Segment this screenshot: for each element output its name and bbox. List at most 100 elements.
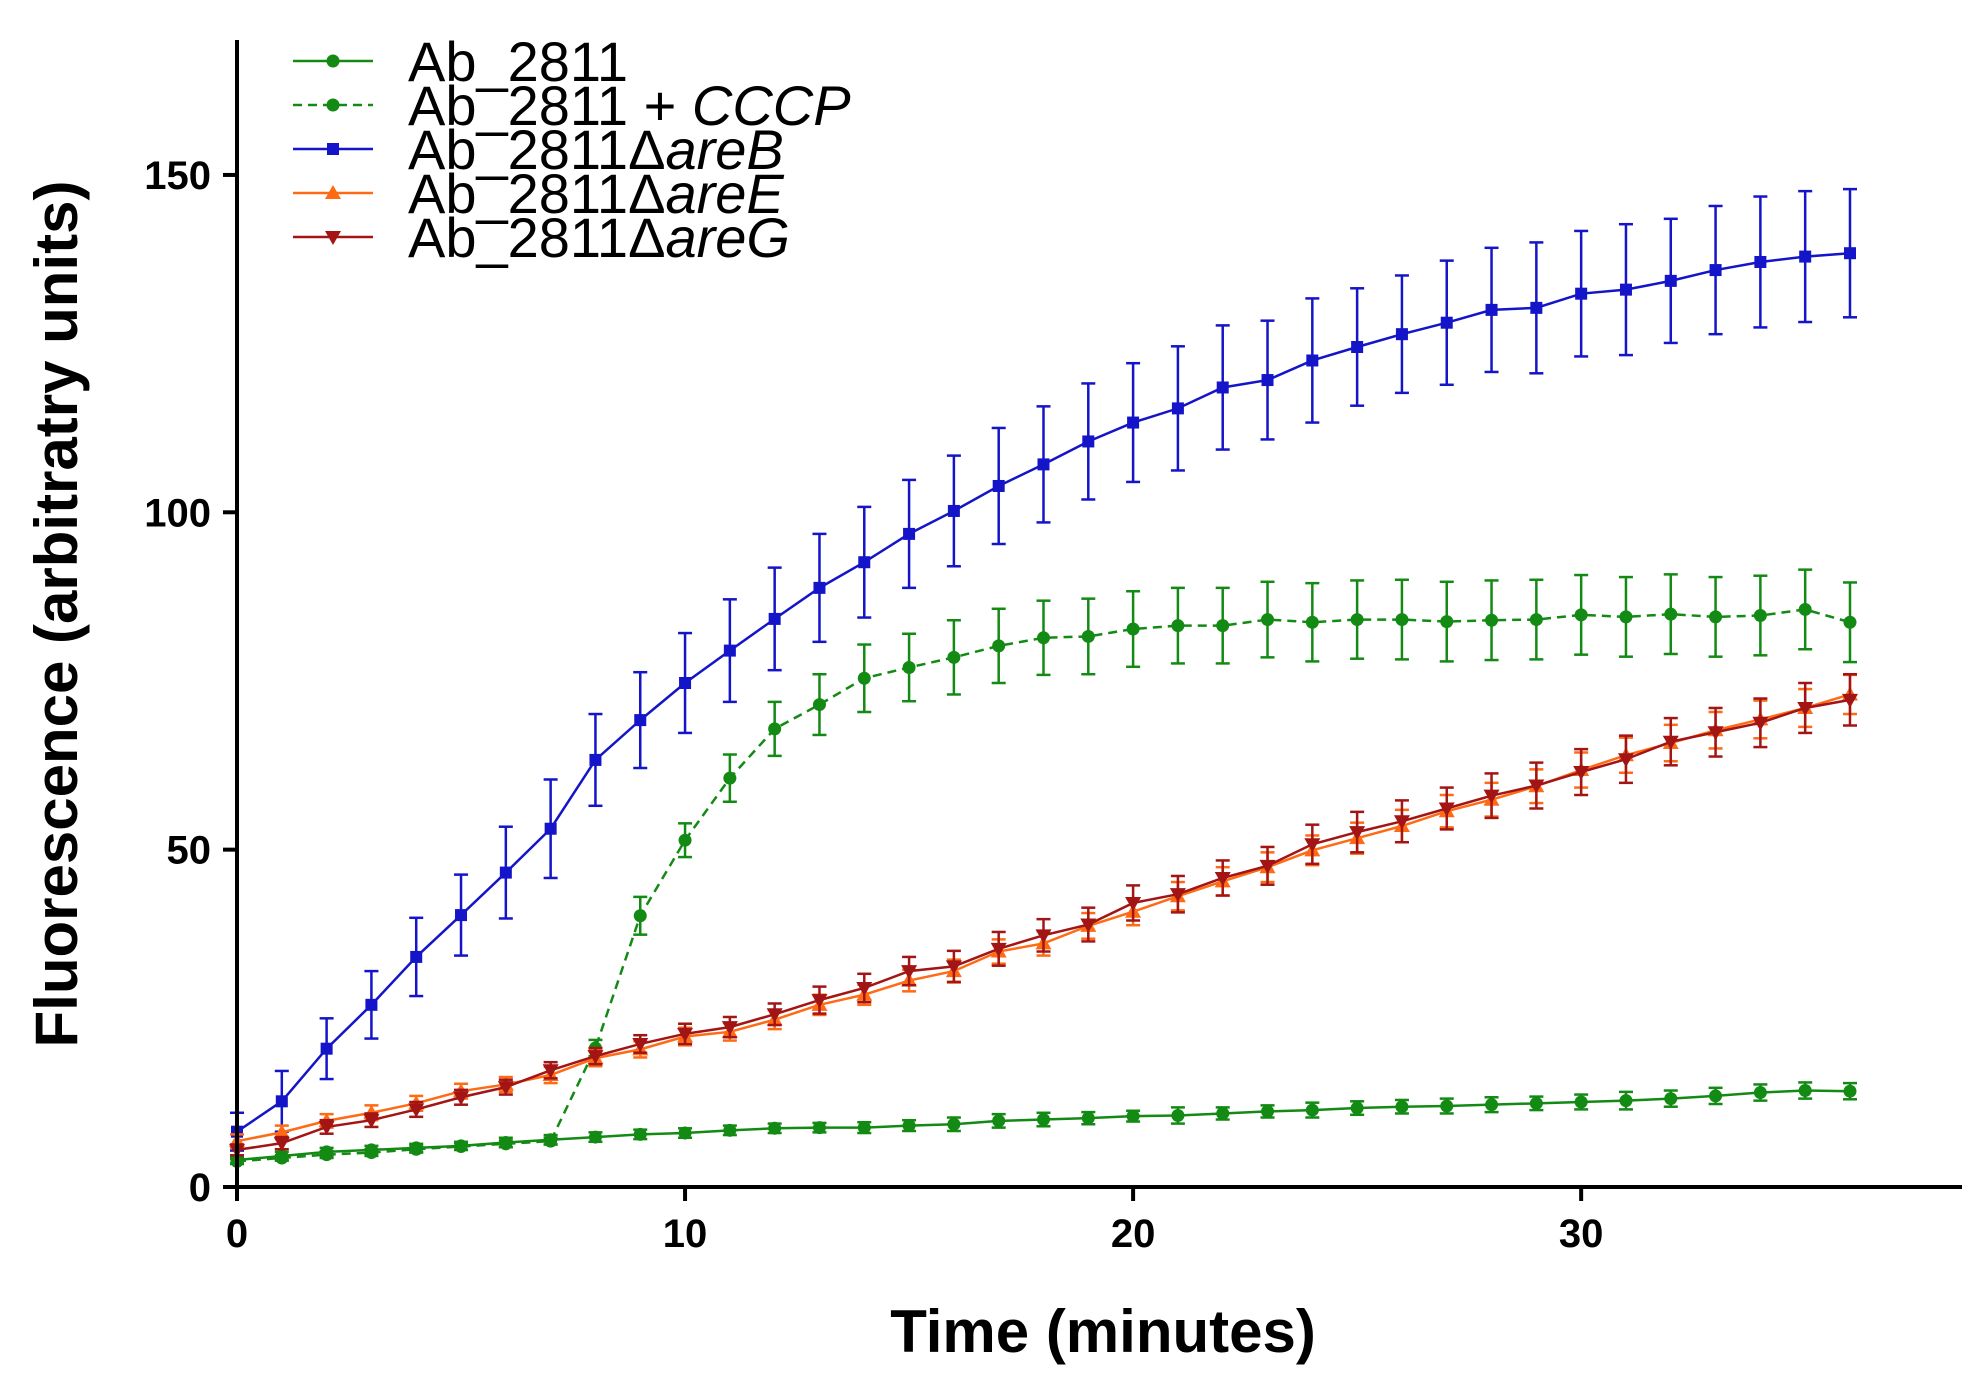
data-point: [364, 1146, 378, 1160]
data-point: [723, 1123, 737, 1137]
data-point: [901, 965, 918, 980]
data-point: [1485, 613, 1499, 627]
data-point: [812, 1121, 826, 1135]
data-point: [1619, 610, 1633, 624]
y-axis-title: Fluorescence (arbitratry units): [23, 181, 90, 1048]
data-point: [497, 1081, 514, 1096]
data-point: [1304, 838, 1321, 853]
y-tick-label-100: 100: [144, 491, 211, 535]
data-point: [812, 698, 826, 712]
data-point: [856, 981, 873, 996]
series-1: [230, 568, 1857, 1168]
data-point: [544, 822, 557, 835]
data-point: [857, 671, 871, 685]
data-point: [1530, 301, 1543, 314]
data-point: [587, 1050, 604, 1065]
legend-item-3: Ab_2811ΔareE: [293, 162, 784, 225]
data-point: [318, 1120, 335, 1135]
data-point: [723, 644, 736, 657]
legend-label: Ab_2811: [408, 30, 628, 93]
data-point: [1483, 789, 1500, 804]
x-tick-label-0: 0: [226, 1212, 248, 1256]
data-point: [1350, 613, 1364, 627]
legend-label: Ab_2811ΔareG: [408, 206, 790, 269]
data-point: [768, 722, 782, 736]
data-point: [1035, 929, 1052, 944]
data-point: [1395, 328, 1408, 341]
data-point: [903, 527, 916, 540]
y-tick-label-0: 0: [189, 1166, 211, 1210]
data-point: [857, 1121, 871, 1135]
data-point: [1440, 1099, 1454, 1113]
data-point: [1662, 735, 1679, 750]
data-point: [633, 909, 647, 923]
x-tick-label-20: 20: [1111, 1212, 1156, 1256]
data-point: [1082, 435, 1095, 448]
data-point: [811, 994, 828, 1009]
data-point: [1485, 1098, 1499, 1112]
data-point: [1127, 416, 1140, 429]
data-point: [1081, 1111, 1095, 1125]
legend-marker: [327, 143, 339, 155]
data-point: [1664, 274, 1677, 287]
legend-item-0: Ab_2811: [293, 30, 628, 93]
data-point: [902, 1119, 916, 1133]
data-point: [275, 1151, 289, 1165]
data-point: [1216, 1106, 1230, 1120]
data-point: [273, 1124, 290, 1139]
data-point: [1574, 1095, 1588, 1109]
data-point: [1305, 615, 1319, 629]
data-point: [1216, 619, 1230, 633]
data-point: [320, 1042, 333, 1055]
data-point: [1126, 1109, 1140, 1123]
legend-label: Ab_2811ΔareB: [408, 118, 784, 181]
data-point: [1214, 871, 1231, 886]
data-point: [768, 612, 781, 625]
data-point: [1485, 303, 1498, 316]
data-point: [679, 676, 692, 689]
data-point: [1306, 354, 1319, 367]
data-point: [1709, 610, 1723, 624]
data-point: [1707, 726, 1724, 741]
data-point: [275, 1095, 288, 1108]
data-point: [1617, 753, 1634, 768]
data-point: [634, 714, 647, 727]
data-point: [409, 1142, 423, 1156]
data-point: [1709, 1089, 1723, 1103]
y-tick-label-50: 50: [167, 829, 212, 873]
data-point: [1080, 918, 1097, 933]
data-point: [1752, 716, 1769, 731]
data-point: [542, 1064, 559, 1079]
data-point: [365, 998, 378, 1011]
legend-item-4: Ab_2811ΔareG: [293, 206, 790, 269]
data-point: [455, 909, 468, 922]
data-point: [499, 1137, 513, 1151]
data-point: [947, 1117, 961, 1131]
data-point: [1798, 602, 1812, 616]
data-point: [1529, 1096, 1543, 1110]
legend-label: Ab_2811ΔareE: [408, 162, 784, 225]
data-point: [947, 650, 961, 664]
data-point: [1350, 1101, 1364, 1115]
data-point: [1573, 766, 1590, 781]
data-point: [1664, 607, 1678, 621]
legend-marker: [325, 231, 341, 245]
legend-marker: [326, 54, 340, 68]
data-point: [1171, 402, 1184, 415]
data-point: [1216, 381, 1229, 394]
data-point: [992, 639, 1006, 653]
data-point: [408, 1103, 425, 1118]
data-point: [1575, 287, 1588, 300]
legend-label-prefix: Ab_2811: [408, 30, 628, 93]
data-point: [1797, 701, 1814, 716]
data-point: [588, 1130, 602, 1144]
data-point: [1619, 283, 1632, 296]
data-point: [678, 1126, 692, 1140]
legend-label-prefix: Ab_2811Δ: [408, 162, 665, 225]
data-point: [1305, 1103, 1319, 1117]
data-point: [1261, 374, 1274, 387]
data-point: [1395, 613, 1409, 627]
data-point: [499, 866, 512, 879]
